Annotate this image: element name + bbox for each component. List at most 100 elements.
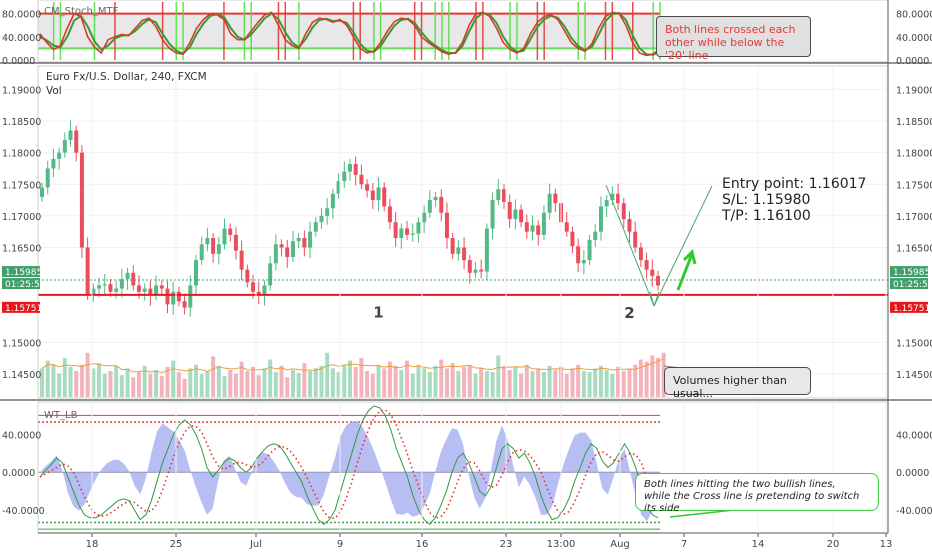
volume-bar [285,377,290,397]
volume-bar [610,373,615,397]
candle-body [387,206,392,223]
volume-bar [308,371,313,397]
volume-bar [222,376,227,397]
candle-body [473,269,478,273]
candle-body [490,200,495,229]
volume-bar [165,366,170,397]
volume-bar [502,365,506,397]
volume-bar [576,364,581,397]
x-tick-label: 7 [681,539,687,550]
candle-body [239,250,244,270]
candle-body [656,275,660,286]
candle-body [393,222,398,239]
candle-body [570,231,575,247]
volume-bar [473,373,478,397]
candle-body [154,285,159,295]
volume-bar [62,358,67,397]
price-y-tick-left: 1.15000 [2,338,41,349]
price-y-tick-left: 1.17000 [2,212,41,223]
candle-body [576,246,581,264]
volume-bar [336,372,341,397]
candle-body [245,269,250,283]
price-panel: Euro Fx/U.S. Dollar, 240, FXCM Vol [38,71,888,397]
candle-body [644,260,649,270]
candle-body [114,288,119,292]
candle-body [479,269,484,272]
volume-bar [148,373,153,397]
volume-bar [547,365,552,397]
current-price-label-right: 1.15985 [893,268,930,278]
volume-bar [131,377,136,397]
volume-bar [79,364,84,397]
stoch-k-line [39,11,661,57]
stoch-y-tick-right: 80.0000 [896,10,932,21]
volume-bar [194,364,198,397]
support-price-box-left [2,301,40,313]
candle-body [496,189,501,201]
candle-body [188,285,193,308]
volume-bar [530,371,535,397]
price-y-tick-right: 1.15000 [896,338,932,349]
x-tick-label: 23 [500,539,513,550]
wt-histogram-area [40,421,658,522]
candle-body [222,228,227,245]
volume-bar [57,373,62,397]
trendline-tip-right [653,291,660,307]
volume-bar [102,373,107,397]
price-y-tick-left: 1.17500 [2,180,41,191]
volume-bar [85,352,90,397]
candle-body [125,272,130,280]
x-tick-label: Jul [249,539,262,550]
support-price-label-right: 1.15751 [893,304,930,314]
wavetrend-panel: WT_LB [38,405,660,530]
x-tick-label: Aug [610,539,630,550]
volume-bar [467,364,472,397]
candle-body [102,284,107,286]
candle-body [616,193,621,204]
volume-bar [484,371,489,397]
volume-bar [633,364,638,397]
candle-body [62,139,67,153]
price-y-tick-right: 1.17500 [896,180,932,191]
volume-bar [353,366,358,397]
price-y-tick-right: 1.19000 [896,85,932,96]
candle-body [251,282,256,292]
candle-body [541,212,546,235]
volume-bar [553,369,558,397]
candle-body [462,247,467,261]
volume-ma-line [41,358,664,374]
volume-bar [399,369,404,397]
price-subtitle: Vol [46,85,62,97]
volume-bar [136,372,141,397]
candle-body [205,238,210,245]
wt-y-tick-left: -40.0000 [2,506,45,517]
volume-bar [290,369,295,397]
candle-body [308,231,313,248]
candle-body [433,196,438,201]
wt-annotation-note: Both lines hitting the two bullish lines… [635,473,879,514]
candle-body [290,241,295,257]
candle-body [176,291,181,302]
stoch-title: CM_Stoch_MTF [44,6,119,17]
candle-body [564,222,569,232]
volume-bar [427,372,432,397]
volume-bar [262,368,267,397]
candle-body [450,238,455,254]
stoch-y-tick-right: 0.0000 [896,56,929,67]
bullish-arrow-shaft [676,253,694,291]
candle-body [313,222,318,232]
candle-body [610,193,615,201]
candle-body [268,263,273,286]
x-tick-label: 25 [170,539,183,550]
volume-bar [348,360,352,397]
candle-body [79,152,84,248]
price-y-tick-left: 1.14500 [2,370,41,381]
wt-y-tick-right: -40.0000 [896,506,932,517]
volume-bar [393,365,398,397]
price-y-tick-left: 1.19000 [2,85,41,96]
candle-body [547,193,552,213]
candle-body [228,228,233,235]
candle-body [370,190,375,201]
volume-bar [541,372,546,397]
